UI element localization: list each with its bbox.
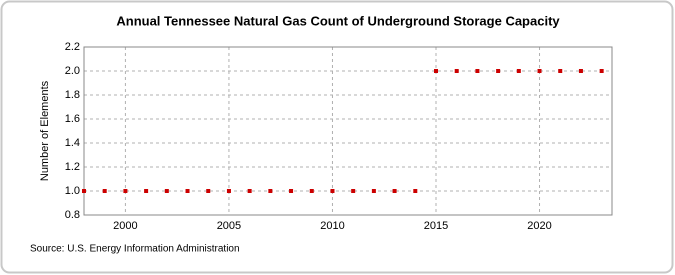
y-tick-label: 2.2 (65, 41, 80, 53)
plot-area (84, 47, 612, 215)
x-tick-label: 2010 (320, 220, 344, 232)
point (413, 189, 418, 193)
point (496, 69, 501, 73)
point (247, 189, 252, 193)
point (578, 69, 583, 73)
point (123, 189, 128, 193)
point (537, 69, 542, 73)
x-tick-label: 2015 (424, 220, 448, 232)
point (351, 189, 356, 193)
x-tick-label: 2020 (527, 220, 551, 232)
y-tick-label: 1.0 (65, 185, 80, 197)
y-tick-label: 1.2 (65, 161, 80, 173)
point (164, 189, 169, 193)
x-tick-label: 2000 (113, 220, 137, 232)
point (599, 69, 604, 73)
point (434, 69, 438, 73)
y-tick-label: 1.4 (65, 137, 80, 149)
point (82, 189, 86, 193)
point (392, 189, 397, 193)
point (371, 189, 376, 193)
y-tick-label: 0.8 (65, 209, 80, 221)
point (309, 189, 314, 193)
y-tick-label: 1.6 (65, 113, 80, 125)
y-tick-label: 1.8 (65, 89, 80, 101)
point (144, 189, 149, 193)
point (268, 189, 273, 193)
point (226, 189, 231, 193)
y-axis-label: Number of Elements (39, 80, 51, 181)
point (102, 189, 107, 193)
point (330, 189, 335, 193)
point (475, 69, 480, 73)
point (454, 69, 459, 73)
point (516, 69, 521, 73)
source-note: Source: U.S. Energy Information Administ… (30, 244, 240, 255)
point (185, 189, 190, 193)
x-tick-label: 2005 (217, 220, 241, 232)
chart-title: Annual Tennessee Natural Gas Count of Un… (116, 13, 560, 28)
point (289, 189, 294, 193)
y-tick-label: 2.0 (65, 65, 80, 77)
point (206, 189, 211, 193)
point (558, 69, 563, 73)
plot-border (83, 46, 613, 216)
